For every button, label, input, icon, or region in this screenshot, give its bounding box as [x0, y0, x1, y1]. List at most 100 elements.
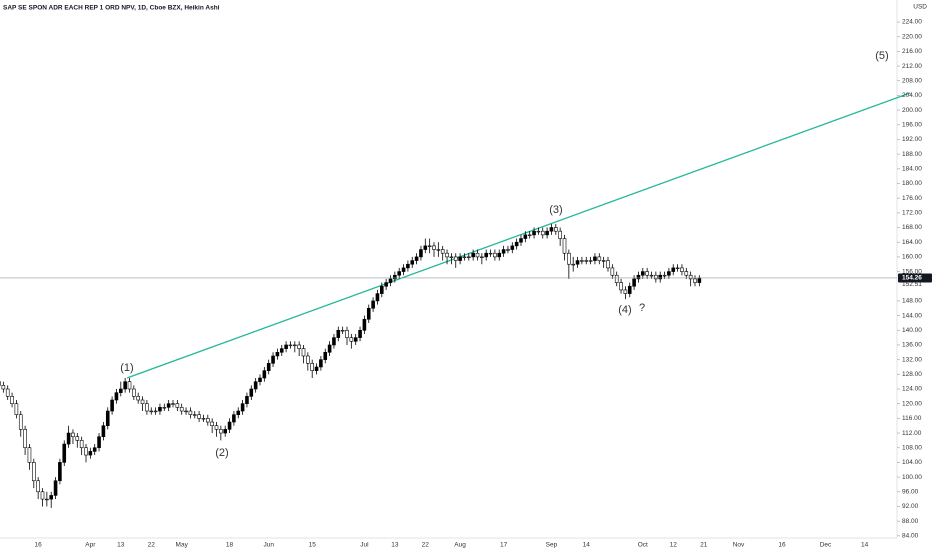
- last-price-badge: [898, 273, 932, 283]
- candle-body: [306, 355, 310, 364]
- candle-body: [245, 396, 249, 404]
- candle-body: [667, 271, 671, 276]
- candle-body: [662, 274, 667, 277]
- candle-body: [58, 462, 62, 482]
- candle-body: [92, 447, 97, 452]
- candle-body: [31, 462, 36, 482]
- candle-body: [527, 234, 532, 236]
- candle-body: [127, 381, 132, 390]
- candle-body: [553, 227, 558, 232]
- y-tick-label: 112.00: [902, 430, 922, 437]
- candle-body: [684, 271, 689, 276]
- x-tick-label: 21: [700, 542, 708, 549]
- candle-body: [649, 274, 654, 277]
- candle-body: [484, 252, 489, 258]
- candle-body: [480, 256, 484, 258]
- y-tick-label: 160.00: [902, 254, 922, 261]
- y-tick-label: 84.00: [902, 533, 919, 540]
- y-tick-label: 96.00: [902, 488, 919, 495]
- candle-body: [36, 480, 40, 493]
- candle-body: [593, 256, 597, 261]
- candle-body: [353, 337, 358, 342]
- x-tick-label: Jun: [263, 542, 274, 549]
- candle-body: [249, 388, 254, 397]
- candle-body: [658, 274, 663, 280]
- candle-body: [627, 285, 632, 294]
- y-tick-label: 132.00: [902, 356, 922, 363]
- candle-body: [206, 418, 210, 423]
- candle-body: [488, 252, 493, 255]
- candle-body: [519, 238, 523, 243]
- candle-body: [436, 249, 441, 251]
- y-tick-label: 140.00: [902, 327, 922, 334]
- y-tick-label: 128.00: [902, 371, 922, 378]
- candle-body: [358, 329, 362, 338]
- y-tick-label: 216.00: [902, 48, 922, 55]
- x-tick-label: 14: [861, 542, 869, 549]
- x-tick-label: 13: [117, 542, 125, 549]
- candle-body: [501, 249, 506, 254]
- candle-body: [510, 245, 515, 250]
- candle-body: [27, 447, 32, 463]
- candle-body: [414, 256, 419, 261]
- candle-body: [349, 337, 354, 342]
- candle-body: [532, 230, 536, 236]
- currency-label: USD: [913, 4, 927, 11]
- candle-body: [536, 230, 541, 233]
- candle-body: [440, 249, 445, 254]
- candle-body: [136, 396, 140, 401]
- candle-body: [258, 377, 262, 382]
- candle-body: [119, 388, 123, 393]
- candle-body: [101, 425, 106, 438]
- candle-body: [475, 252, 480, 258]
- candle-body: [79, 440, 84, 449]
- candle-body: [623, 289, 628, 294]
- candle-body: [53, 480, 58, 496]
- candle-body: [523, 234, 528, 239]
- x-tick-label: 15: [309, 542, 317, 549]
- x-tick-label: 17: [500, 542, 508, 549]
- candle-body: [671, 267, 676, 272]
- candle-body: [236, 410, 241, 415]
- candle-body: [366, 307, 371, 320]
- candle-body: [697, 277, 702, 283]
- y-tick-label: 192.00: [902, 136, 922, 143]
- y-tick-label: 168.00: [902, 224, 922, 231]
- candle-body: [184, 410, 188, 413]
- wave-label: (1): [120, 362, 133, 374]
- candle-body: [162, 407, 167, 409]
- candle-body: [171, 403, 175, 405]
- y-tick-label: 104.00: [902, 459, 922, 466]
- candle-body: [432, 245, 436, 250]
- candle-body: [449, 256, 454, 258]
- candle-body: [645, 271, 649, 276]
- candle-body: [654, 274, 658, 280]
- candle-body: [549, 227, 554, 232]
- candle-body: [166, 403, 171, 408]
- candle-body: [71, 432, 75, 438]
- x-tick-label: 16: [778, 542, 786, 549]
- x-tick-label: 16: [35, 542, 43, 549]
- wave-label: (4): [618, 304, 631, 316]
- y-tick-label: 184.00: [902, 166, 922, 173]
- y-tick-label: 144.00: [902, 312, 922, 319]
- chart-title: SAP SE SPON ADR EACH REP 1 ORD NPV, 1D, …: [3, 5, 220, 12]
- candle-body: [288, 344, 293, 347]
- candle-body: [619, 282, 623, 291]
- candle-body: [406, 263, 410, 269]
- y-tick-label: 136.00: [902, 342, 922, 349]
- candles: [0, 223, 702, 508]
- candle-body: [680, 267, 684, 272]
- candle-body: [105, 410, 110, 427]
- x-tick-label: Nov: [733, 542, 745, 549]
- candle-body: [110, 399, 114, 412]
- y-tick-label: 188.00: [902, 151, 922, 158]
- x-tick-label: Aug: [454, 542, 466, 549]
- y-tick-label: 92.00: [902, 503, 919, 510]
- y-tick-label: 196.00: [902, 121, 922, 128]
- candle-body: [262, 370, 267, 379]
- candle-body: [493, 252, 497, 258]
- y-tick-label: 100.00: [902, 474, 922, 481]
- y-tick-label: 156.00: [902, 268, 922, 275]
- candle-body: [597, 256, 602, 261]
